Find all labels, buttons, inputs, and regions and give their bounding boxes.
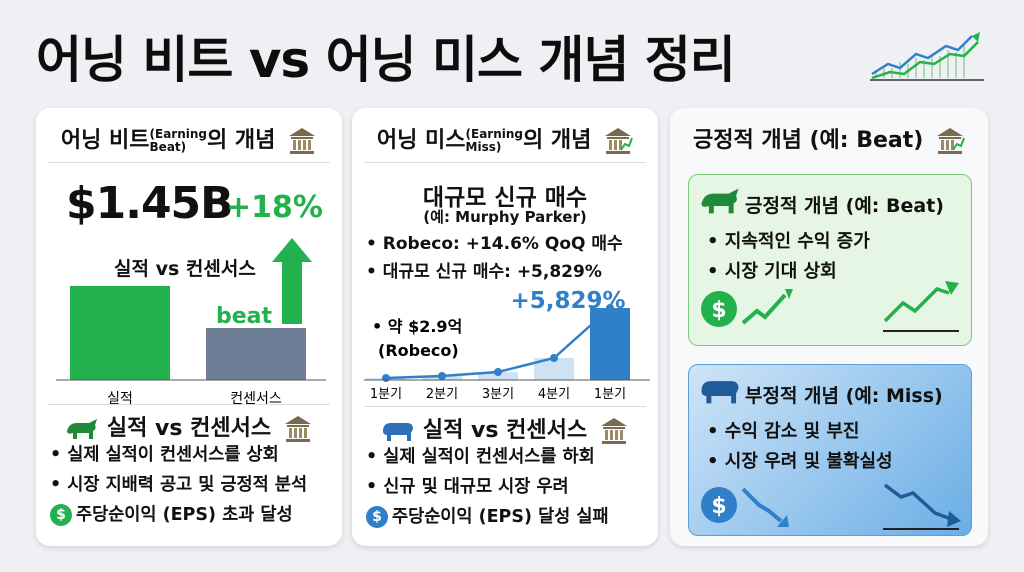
list-item: • 수익 감소 및 부진: [707, 421, 860, 442]
page-title: 어닝 비트 vs 어닝 미스 개념 정리: [36, 31, 736, 89]
divider: [364, 162, 646, 163]
list-item: • 지속적인 수익 증가: [707, 231, 870, 252]
section-title-text: 실적 vs 컨센서스: [422, 418, 588, 443]
positive-bullets: • 지속적인 수익 증가 • 시장 기대 상회: [707, 227, 870, 287]
bear-icon: [383, 423, 414, 441]
divider: [364, 406, 646, 407]
english-line-1: (Earning: [149, 127, 208, 141]
list-item: • 실제 실적이 컨센서스를 상회: [50, 445, 279, 465]
list-item: • Robeco: +14.6% QoQ 매수: [366, 234, 623, 254]
chart-point: [550, 354, 558, 362]
chart-point: [494, 368, 502, 376]
dollar-down-icon: $: [701, 487, 789, 527]
earning-beat-card: 어닝 비트(Earning Beat) 의 개념 $1.45B +18% 실적 vs…: [36, 108, 342, 546]
negative-concept-box: 부정적 개념 (예: Miss) • 수익 감소 및 부진 • 시장 우려 및 …: [688, 364, 972, 536]
list-item: • 신규 및 대규모 시장 우려: [366, 477, 569, 497]
bank-icon: [289, 128, 316, 154]
positive-title: 긍정적 개념 (예: Beat): [745, 195, 944, 217]
list-item: • 시장 지배력 공고 및 긍정적 분석: [50, 475, 308, 495]
growth-bar-chart: 1분기 2분기 3분기 4분기 1분기 +5,829% • 약 $2.9억 (Robec…: [364, 288, 650, 402]
bear-icon: [701, 381, 739, 404]
positive-concept-box: 긍정적 개념 (예: Beat) • 지속적인 수익 증가 • 시장 기대 상회…: [688, 174, 972, 346]
growth-value: +18%: [226, 190, 323, 225]
up-trend-icon: [883, 281, 959, 332]
section-title: 실적 vs 컨센서스: [36, 410, 342, 444]
subtitle-example: (예: Murphy Parker): [423, 208, 587, 226]
card-header-text: 긍정적 개념 (예: Beat): [692, 128, 924, 153]
card-header-suffix: 의 개념: [523, 128, 592, 153]
english-line-1: (Earning: [465, 127, 524, 141]
earning-miss-card: 어닝 미스(Earning Miss) 의 개념 대규모 신규 매수 (예: Mur…: [352, 108, 658, 546]
chart-bar: [590, 308, 630, 380]
bar-label-actual: 실적: [107, 391, 133, 407]
dollar-icon: $: [366, 506, 388, 528]
bank-growth-icon: [937, 128, 965, 154]
x-tick-label: 4분기: [538, 387, 570, 402]
divider: [48, 162, 330, 163]
list-item: $ 주당순이익 (EPS) 초과 달성: [50, 500, 336, 530]
miss-bullets: • 실제 실적이 컨센서스를 하회 • 신규 및 대규모 시장 우려 $ 주당순이…: [366, 442, 652, 532]
card-header-main: 어닝 비트: [60, 128, 150, 153]
dollar-icon: $: [50, 504, 72, 526]
section-title-text: 실적 vs 컨센서스: [106, 416, 272, 441]
card-header-english: (Earning Beat): [150, 128, 208, 154]
bank-icon: [284, 416, 311, 442]
section-title: 실적 vs 컨센서스: [352, 412, 658, 446]
chart-point: [438, 372, 446, 380]
chart-point: [606, 304, 614, 312]
list-item: • 대규모 신규 매수: +5,829%: [366, 262, 602, 282]
trend-chart-icon: [870, 32, 984, 81]
x-tick-label: 1분기: [370, 387, 402, 402]
list-item: • 시장 기대 상회: [707, 261, 837, 282]
card-header: 긍정적 개념 (예: Beat): [670, 122, 988, 156]
svg-text:$: $: [711, 494, 726, 519]
beat-bullets: • 실제 실적이 컨센서스를 상회 • 시장 지배력 공고 및 긍정적 분석 $…: [50, 440, 336, 530]
bar-actual: [70, 286, 170, 380]
dollar-up-icon: $: [701, 289, 793, 327]
chart-note-line-1: • 약 $2.9억: [372, 317, 462, 336]
bank-growth-icon: [605, 128, 634, 154]
divider: [48, 404, 330, 405]
list-item: $ 주당순이익 (EPS) 달성 실패: [366, 502, 652, 532]
card-header-main: 어닝 미스: [376, 128, 466, 153]
card-header-english: (Earning Miss): [466, 128, 524, 154]
card-header-suffix: 의 개념: [207, 128, 276, 153]
concept-summary-card: 긍정적 개념 (예: Beat) 긍정적 개념 (예: Beat) • 지속적인…: [670, 108, 988, 546]
list-item: • 시장 우려 및 불확실성: [707, 451, 893, 472]
list-item: • 실제 실적이 컨센서스를 하회: [366, 447, 595, 467]
x-tick-label: 3분기: [482, 387, 514, 402]
svg-text:$: $: [711, 298, 726, 323]
card-header: 어닝 미스(Earning Miss) 의 개념: [352, 122, 658, 156]
eps-text: 주당순이익 (EPS) 달성 실패: [392, 507, 609, 527]
x-tick-label: 2분기: [426, 387, 458, 402]
eps-text: 주당순이익 (EPS) 초과 달성: [76, 505, 293, 525]
x-tick-label: 1분기: [594, 387, 626, 402]
chart-note-line-2: (Robeco): [378, 341, 459, 360]
chart-bar: [534, 358, 574, 380]
chart-point: [382, 374, 390, 382]
bull-icon: [701, 188, 739, 214]
up-arrow-icon: [272, 238, 312, 324]
card-header: 어닝 비트(Earning Beat) 의 개념: [36, 122, 342, 156]
bank-icon: [600, 418, 627, 444]
english-line-2: Beat): [149, 140, 187, 154]
down-trend-icon: [883, 483, 961, 530]
miss-top-bullets: • Robeco: +14.6% QoQ 매수 • 대규모 신규 매수: +5,…: [366, 230, 652, 286]
bar-consensus: [206, 328, 306, 380]
bar-label-consensus: 컨센서스: [230, 391, 282, 407]
compare-label: 실적 vs 컨센서스: [114, 258, 256, 280]
revenue-value: $1.45B: [66, 178, 234, 229]
negative-title: 부정적 개념 (예: Miss): [745, 385, 943, 407]
beat-bar-chart: beat 실적 컨센서스: [56, 238, 326, 407]
negative-bullets: • 수익 감소 및 부진 • 시장 우려 및 불확실성: [707, 417, 893, 477]
english-line-2: Miss): [465, 140, 502, 154]
beat-label: beat: [216, 304, 273, 329]
subtitle: 대규모 신규 매수: [422, 185, 588, 211]
chart-callout: +5,829%: [510, 288, 625, 314]
bull-icon: [67, 419, 98, 439]
